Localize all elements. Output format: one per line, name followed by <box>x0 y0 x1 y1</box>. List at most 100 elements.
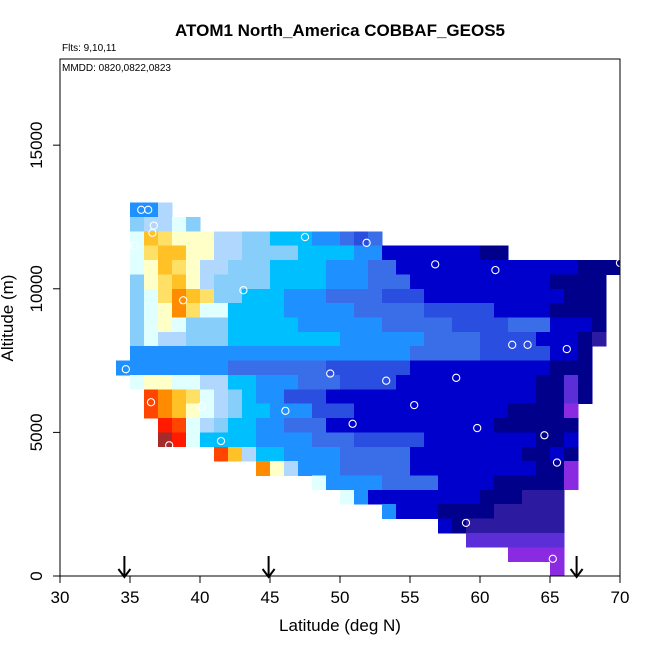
x-tick-label: 40 <box>191 588 210 607</box>
heatmap-cell <box>564 461 579 476</box>
heatmap-cell <box>326 389 383 405</box>
flight-point <box>362 238 371 247</box>
heatmap-cell <box>242 403 271 419</box>
heatmap-cell <box>256 461 271 476</box>
heatmap-cell <box>424 489 481 505</box>
heatmap-cell <box>200 403 215 419</box>
flight-point <box>382 376 391 385</box>
heatmap-cell <box>536 432 565 448</box>
flight-point <box>130 241 139 250</box>
heatmap-cell <box>130 216 145 232</box>
heatmap-cell <box>592 317 607 333</box>
heatmap-cell <box>578 389 593 405</box>
heatmap-cell <box>130 260 145 275</box>
heatmap-cell <box>340 331 425 347</box>
heatmap-cell <box>578 346 593 361</box>
heatmap-cell <box>172 288 187 304</box>
heatmap-cell <box>228 374 257 390</box>
heatmap-cell <box>200 418 215 433</box>
flight-point <box>452 373 461 382</box>
heatmap-cell <box>172 317 187 333</box>
heatmap-cell <box>550 446 565 462</box>
heatmap-cell <box>158 274 173 290</box>
heatmap-cell <box>564 288 593 304</box>
heatmap-cell <box>186 245 215 261</box>
flights-annotation: Flts: 9,10,11 <box>62 43 117 54</box>
heatmap-cell <box>522 489 565 505</box>
heatmap-cell <box>144 288 159 304</box>
heatmap-cell <box>354 432 425 448</box>
heatmap-cell <box>508 288 565 304</box>
heatmap-cell <box>284 418 327 433</box>
heatmap-cell <box>298 317 383 333</box>
heatmap-cell <box>480 446 523 462</box>
heatmap-cell <box>256 446 285 462</box>
heatmap-cell <box>382 317 453 333</box>
heatmap-cell <box>382 475 439 491</box>
heatmap-cell <box>144 303 159 318</box>
heatmap-cell <box>424 303 495 318</box>
heatmap-cell <box>368 489 425 505</box>
x-tick-label: 50 <box>331 588 350 607</box>
heatmap-cell <box>480 274 551 290</box>
heatmap-cell <box>550 561 565 577</box>
heatmap-cell <box>172 374 201 390</box>
heatmap-cell <box>116 360 131 376</box>
heatmap-cell <box>158 303 173 318</box>
y-axis-label: Altitude (m) <box>0 275 17 362</box>
flight-point <box>216 436 226 446</box>
heatmap-cell <box>536 461 565 476</box>
heatmap-cell <box>578 374 593 390</box>
y-tick-label: 15000 <box>27 122 46 169</box>
down-arrow-marker <box>117 556 132 579</box>
heatmap-cell <box>186 389 201 405</box>
heatmap-cell <box>158 245 187 261</box>
heatmap-cell <box>410 446 481 462</box>
heatmap-cell <box>410 360 481 376</box>
heatmap-cell <box>200 389 215 405</box>
heatmap-cell <box>144 389 159 405</box>
heatmap-cell <box>158 260 173 275</box>
heatmap-cell <box>438 504 495 519</box>
flight-point <box>491 265 500 275</box>
heatmap-cell <box>242 245 299 261</box>
heatmap-cell <box>172 403 187 419</box>
heatmap-cell <box>382 245 425 261</box>
heatmap-cell <box>214 231 243 247</box>
flight-point <box>540 431 549 440</box>
heatmap-cell <box>382 389 453 405</box>
heatmap-cell <box>410 461 481 476</box>
heatmap-cell <box>340 461 411 476</box>
heatmap-cell <box>242 231 271 247</box>
heatmap-cell <box>466 518 495 534</box>
heatmap-cell <box>200 274 215 290</box>
heatmap-cell <box>382 288 425 304</box>
heatmap-cell <box>480 245 509 261</box>
y-tick-label: 10000 <box>27 265 46 312</box>
heatmap-cell <box>158 202 173 218</box>
heatmap-cell <box>270 403 313 419</box>
heatmap-cell <box>592 274 607 290</box>
heatmap-cell <box>340 475 383 491</box>
x-tick-label: 60 <box>471 588 490 607</box>
heatmap-cell <box>550 360 579 376</box>
flight-point <box>281 406 290 415</box>
heatmap-cell <box>158 432 173 448</box>
heatmap-cell <box>228 432 257 448</box>
x-tick-label: 35 <box>121 588 140 607</box>
heatmap-cell <box>410 346 481 361</box>
heatmap-cell <box>298 346 411 361</box>
heatmap-cell <box>200 260 229 275</box>
heatmap-cell <box>214 446 229 462</box>
heatmap-cell <box>158 389 173 405</box>
heatmap-cell <box>368 274 411 290</box>
heatmap-cell <box>298 245 355 261</box>
heatmap-cell <box>494 518 565 534</box>
heatmap-cell <box>326 260 369 275</box>
heatmap-cell <box>200 288 215 304</box>
heatmap-cell <box>186 274 201 290</box>
heatmap-cell <box>564 374 579 390</box>
flight-point <box>562 344 571 354</box>
down-arrow-head <box>569 568 584 579</box>
